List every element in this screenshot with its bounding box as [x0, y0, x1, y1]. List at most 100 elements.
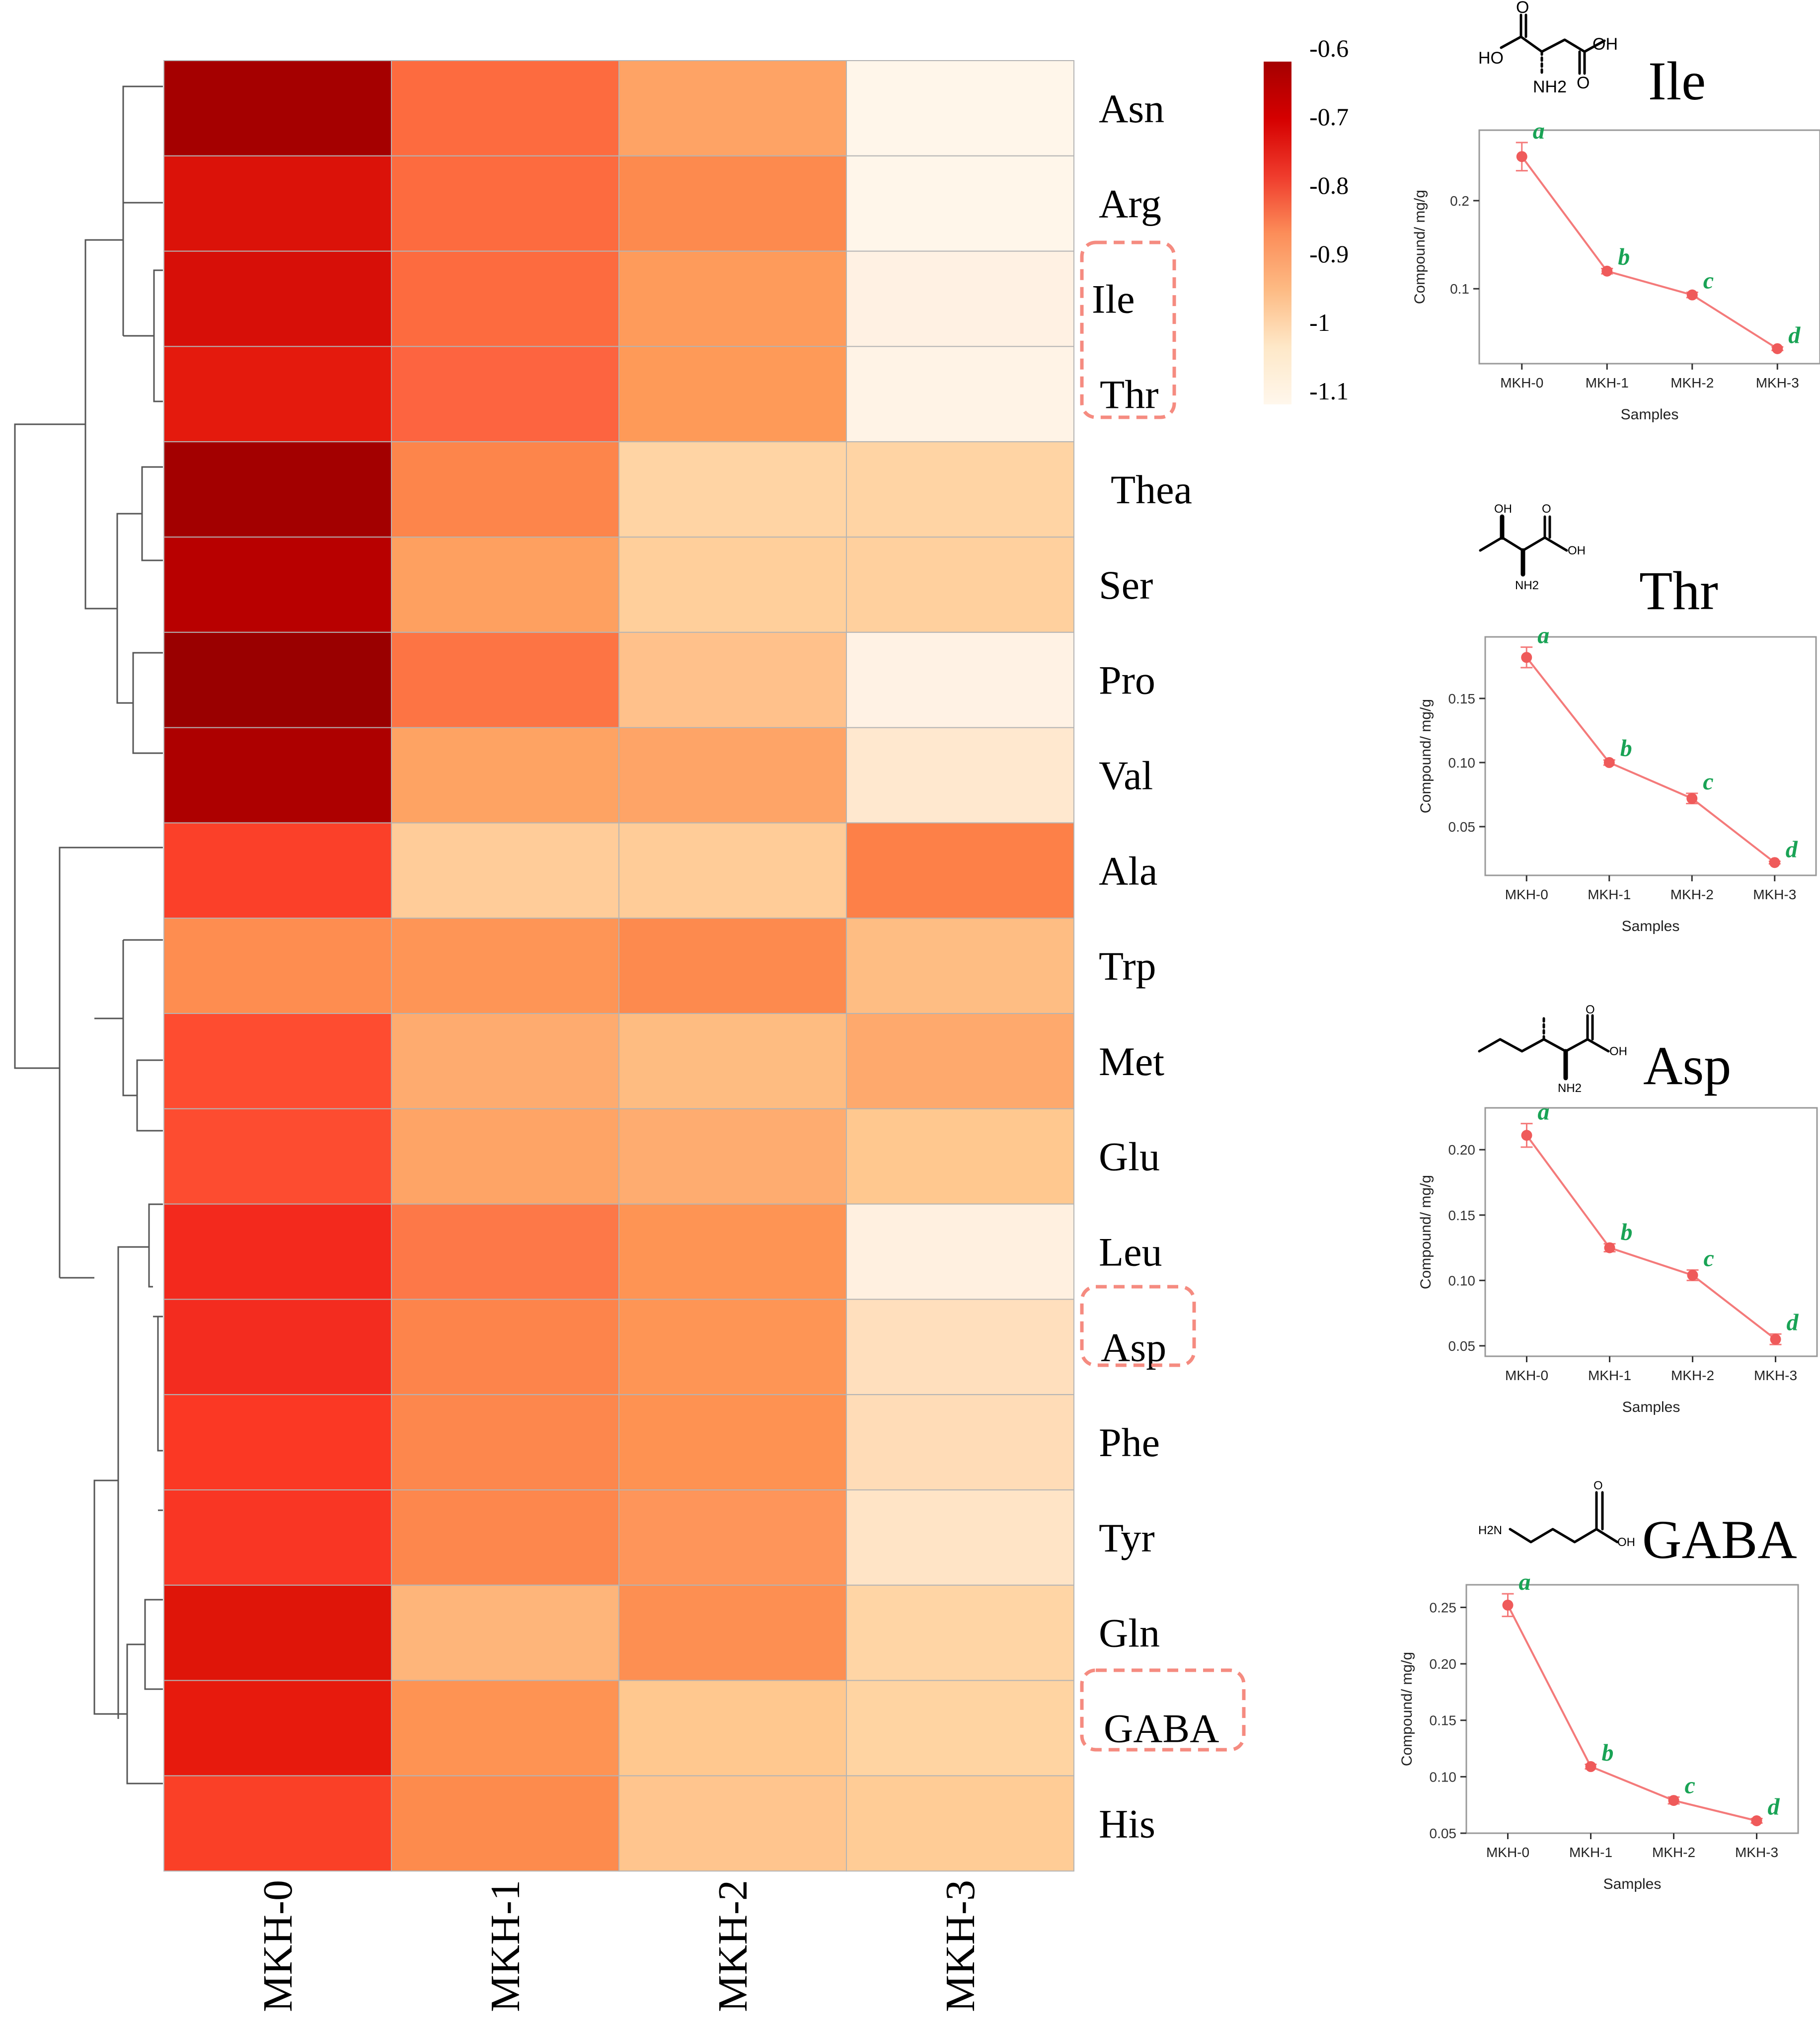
row-label-leu: Leu — [1099, 1230, 1162, 1275]
heatmap-cell-his-mkh-2 — [618, 1775, 847, 1872]
line-chart-thr: 0.05 0.10 0.15 MKH-0 MKH-1 MKH-2 MKH-3 Samples C… — [1418, 622, 1817, 934]
significance-letter: a — [1538, 1099, 1550, 1125]
colorbar-tick-0: -0.6 — [1309, 34, 1349, 62]
y-axis-label: Compound/ mg/g — [1418, 699, 1434, 813]
panel-titles: Ile Thr Asp GABA — [1639, 51, 1797, 1570]
data-point — [1516, 151, 1527, 162]
struct-thr-oh2: OH — [1568, 544, 1586, 557]
data-point — [1686, 289, 1698, 301]
structure-gaba-panel — [1509, 1491, 1619, 1544]
heatmap-cell-his-mkh-3 — [846, 1775, 1074, 1872]
heatmap-cell-ala-mkh-3 — [846, 822, 1074, 919]
dendro-gln-gaba — [144, 1599, 163, 1690]
heatmap-cell-leu-mkh-0 — [163, 1203, 392, 1300]
y-axis-label: Compound/ mg/g — [1412, 190, 1428, 304]
dendro-pro-val — [132, 652, 163, 754]
heatmap-cell-asp-mkh-2 — [618, 1299, 847, 1396]
plot-frame — [1478, 129, 1820, 365]
significance-letter: a — [1537, 622, 1549, 649]
data-point — [1601, 265, 1613, 277]
heatmap-cell-met-mkh-2 — [618, 1013, 847, 1109]
heatmap-cell-tyr-mkh-3 — [846, 1489, 1074, 1586]
struct-ile-nh2: NH2 — [1533, 78, 1567, 96]
heatmap-cell-leu-mkh-3 — [846, 1203, 1074, 1300]
struct-ile-oh: OH — [1592, 35, 1618, 54]
x-tick-label: MKH-3 — [1756, 375, 1799, 390]
x-tick-label: MKH-3 — [1753, 887, 1796, 902]
y-axis-label: Compound/ mg/g — [1399, 1652, 1415, 1766]
x-tick-label: MKH-2 — [1670, 887, 1714, 902]
heatmap-cell-thea-mkh-3 — [846, 441, 1074, 538]
x-tick-label: MKH-0 — [1486, 1845, 1529, 1860]
data-point — [1769, 857, 1780, 868]
heatmap-cell-ala-mkh-1 — [391, 822, 619, 919]
heatmap-cell-phe-mkh-2 — [618, 1394, 847, 1490]
struct-thr-oh: OH — [1494, 502, 1512, 516]
heatmap — [163, 60, 1074, 1872]
chemical-structures — [1478, 13, 1619, 1544]
dendro-asp-phe-tyr — [153, 1316, 163, 1452]
heatmap-cell-ser-mkh-1 — [391, 537, 619, 633]
plot-frame — [1484, 1107, 1818, 1357]
x-axis-label: Samples — [1622, 918, 1680, 934]
heatmap-cell-phe-mkh-1 — [391, 1394, 619, 1490]
dendro-ala-branch — [59, 847, 163, 1278]
heatmap-cell-gln-mkh-1 — [391, 1584, 619, 1681]
row-label-glu: Glu — [1099, 1134, 1160, 1179]
struct-thr-o: O — [1542, 502, 1551, 516]
heatmap-cell-arg-mkh-0 — [163, 155, 392, 252]
column-label-mkh-0: MKH-0 — [255, 1880, 301, 2012]
data-point — [1668, 1795, 1679, 1806]
data-point — [1770, 1333, 1781, 1345]
row-label-tyr: Tyr — [1099, 1515, 1155, 1560]
row-label-asn: Asn — [1099, 86, 1164, 131]
heatmap-cell-pro-mkh-1 — [391, 631, 619, 728]
panel-title-gaba: GABA — [1642, 1509, 1797, 1570]
heatmap-cell-tyr-mkh-0 — [163, 1489, 392, 1586]
significance-letter: c — [1703, 769, 1713, 795]
significance-letter: d — [1768, 1793, 1780, 1820]
colorbar-tick-3: -0.9 — [1309, 240, 1349, 268]
line-charts: 0.1 0.2 MKH-0 MKH-1 MKH-2 MKH-3 Samples Compoun… — [1399, 118, 1820, 1892]
panel-title-thr: Thr — [1639, 560, 1718, 621]
x-tick-label: MKH-1 — [1588, 887, 1631, 902]
x-tick-label: MKH-3 — [1735, 1845, 1778, 1860]
significance-letter: c — [1685, 1772, 1695, 1798]
heatmap-cell-ala-mkh-0 — [163, 822, 392, 919]
row-label-trp: Trp — [1099, 943, 1156, 989]
y-tick-label: 0.2 — [1450, 193, 1469, 209]
significance-letter: c — [1703, 267, 1714, 294]
heatmap-cell-gln-mkh-0 — [163, 1584, 392, 1681]
dendro-leu — [148, 1203, 163, 1288]
x-tick-label: MKH-2 — [1652, 1845, 1695, 1860]
heatmap-cell-thr-mkh-3 — [846, 346, 1074, 443]
y-tick-label: 0.1 — [1450, 281, 1469, 297]
row-label-met: Met — [1099, 1039, 1164, 1084]
heatmap-cell-trp-mkh-0 — [163, 918, 392, 1014]
dendro-ile-thr — [153, 269, 163, 402]
y-tick-label: 0.20 — [1448, 1142, 1476, 1158]
heatmap-cell-phe-mkh-0 — [163, 1394, 392, 1490]
dendro-lower-b — [126, 1643, 145, 1785]
heatmap-cell-ala-mkh-2 — [618, 822, 847, 919]
data-point — [1521, 1130, 1532, 1141]
highlight-asp — [1080, 1285, 1196, 1367]
heatmap-cell-thr-mkh-1 — [391, 346, 619, 443]
heatmap-cell-his-mkh-1 — [391, 1775, 619, 1872]
colorbar: -0.6 -0.7 -0.8 -0.9 -1 -1.1 — [1264, 34, 1349, 405]
line-chart-gaba: 0.05 0.10 0.15 0.20 0.25 MKH-0 MKH-1 MKH-2 MKH-3… — [1399, 1569, 1799, 1892]
heatmap-cell-gln-mkh-3 — [846, 1584, 1074, 1681]
heatmap-cell-gln-mkh-2 — [618, 1584, 847, 1681]
column-label-mkh-3: MKH-3 — [937, 1880, 984, 2012]
heatmap-cell-val-mkh-0 — [163, 727, 392, 824]
y-tick-label: 0.05 — [1448, 819, 1476, 835]
row-label-ile: Ile — [1092, 277, 1135, 322]
y-tick-label: 0.20 — [1430, 1656, 1457, 1672]
highlight-boxes — [1080, 240, 1246, 1752]
dendro-lower-a — [117, 1246, 149, 1719]
row-label-ser: Ser — [1099, 562, 1153, 608]
struct-gaba-h2n: H2N — [1478, 1524, 1502, 1537]
struct-asp-nh2: NH2 — [1558, 1082, 1582, 1095]
structure-ile-panel — [1500, 13, 1606, 76]
heatmap-cell-gaba-mkh-1 — [391, 1680, 619, 1777]
